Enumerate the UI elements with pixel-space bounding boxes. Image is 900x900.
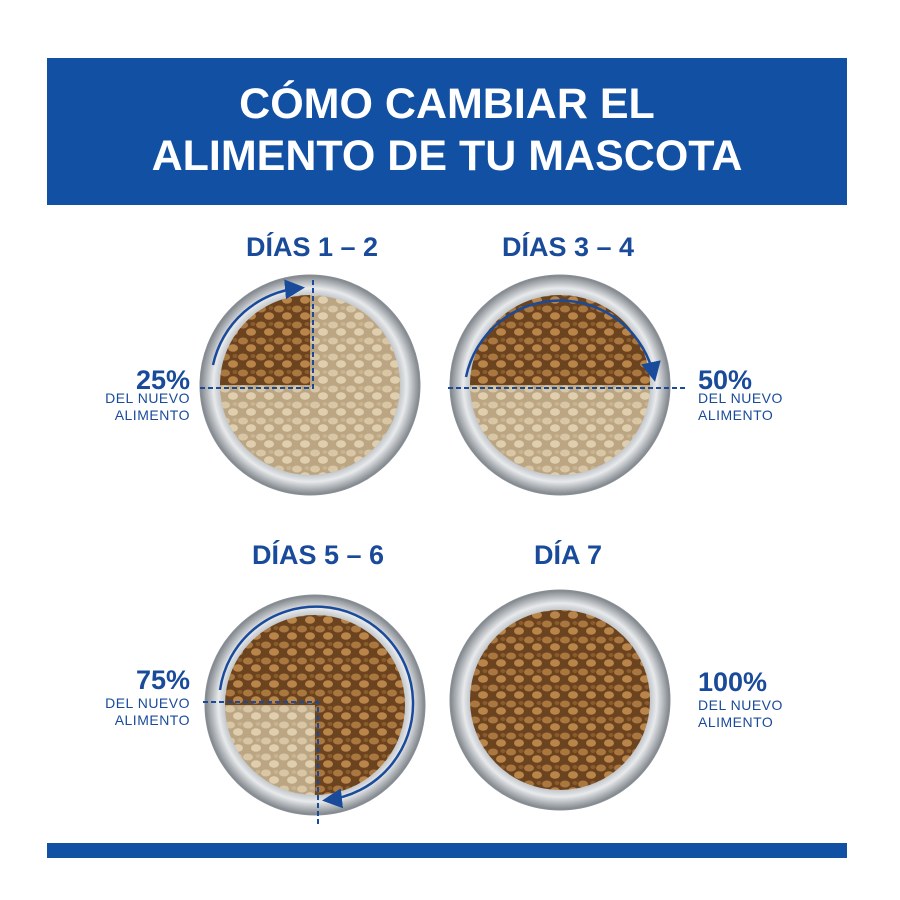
step-caption: ALIMENTO — [115, 712, 190, 728]
step-caption: DEL NUEVO — [698, 390, 783, 406]
bowl — [203, 594, 426, 825]
step-caption: ALIMENTO — [698, 407, 773, 423]
step-caption: DEL NUEVO — [105, 390, 190, 406]
header-band — [47, 58, 847, 205]
step-percent: 25% — [136, 365, 190, 395]
title-line: ALIMENTO DE TU MASCOTA — [152, 132, 743, 180]
step-days: DÍAS 3 – 4 — [502, 231, 634, 262]
footer-band — [47, 843, 847, 858]
bowl — [448, 274, 685, 496]
step-days: DÍAS 1 – 2 — [246, 231, 378, 262]
title-line: CÓMO CAMBIAR EL — [239, 79, 655, 128]
bowl — [449, 589, 671, 811]
step-percent: 100% — [698, 667, 767, 697]
step-caption: DEL NUEVO — [105, 695, 190, 711]
step-percent: 50% — [698, 365, 752, 395]
step-caption: ALIMENTO — [698, 714, 773, 730]
step-caption: ALIMENTO — [115, 407, 190, 423]
step-days: DÍA 7 — [534, 539, 602, 570]
step-days: DÍAS 5 – 6 — [252, 539, 384, 570]
step-caption: DEL NUEVO — [698, 697, 783, 713]
bowl — [198, 274, 421, 496]
step-percent: 75% — [136, 665, 190, 695]
